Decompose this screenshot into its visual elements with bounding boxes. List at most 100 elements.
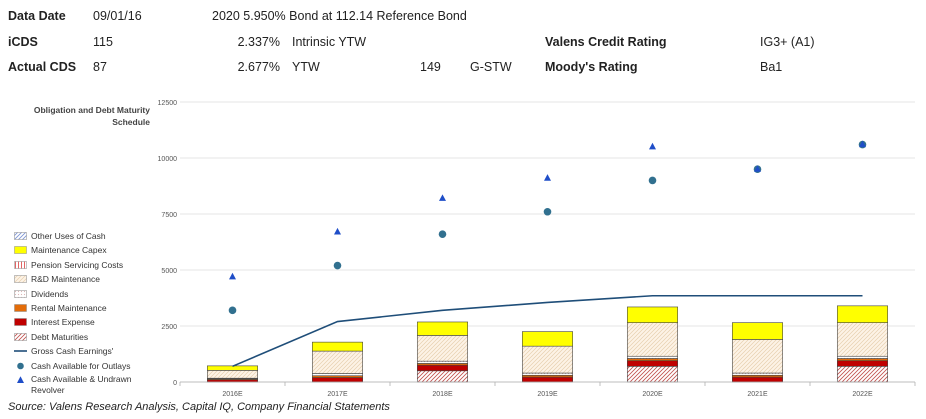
- ytw-label: YTW: [292, 60, 320, 74]
- legend-swatch: [14, 246, 27, 255]
- chart-title: Obligation and Debt Maturity Schedule: [33, 105, 150, 127]
- bar-segment: [521, 376, 573, 383]
- bar-segment: [521, 331, 573, 347]
- intrinsic-ytw-label: Intrinsic YTW: [292, 35, 367, 49]
- intrinsic-ytw-value: 2.337%: [237, 35, 280, 49]
- legend-swatch: [14, 275, 27, 283]
- bar-segment: [836, 322, 888, 357]
- x-tick-label: 2018E: [432, 391, 453, 398]
- legend-swatch: [14, 304, 27, 312]
- moodys-rating-value: Ba1: [760, 60, 783, 74]
- bar-segment: [836, 358, 888, 362]
- bar-segment: [416, 370, 468, 383]
- legend-label: Other Uses of Cash: [31, 231, 106, 241]
- bar-segment: [731, 339, 783, 374]
- y-tick-label: 5000: [161, 268, 177, 275]
- cash-available-point: [228, 306, 237, 315]
- legend-label: R&D Maintenance: [31, 274, 100, 285]
- icds-label: iCDS: [8, 35, 38, 49]
- cash-available-point: [648, 176, 657, 185]
- legend-item: Other Uses of Cash: [14, 229, 164, 243]
- legend-swatch: [14, 376, 27, 384]
- legend-swatch: [14, 289, 27, 298]
- legend-label: Gross Cash Earnings': [31, 346, 114, 357]
- bar-segment: [311, 350, 363, 374]
- legend-label: Cash Available & Undrawn Revolver: [31, 373, 132, 395]
- legend-swatch: [14, 347, 27, 355]
- gstw-label: G-STW: [470, 60, 512, 74]
- bar-segment: [416, 321, 468, 336]
- bar-segment: [311, 341, 363, 352]
- gstw-value: 149: [420, 60, 441, 74]
- x-tick-label: 2016E: [222, 391, 243, 398]
- legend-label: Pension Servicing Costs: [31, 259, 124, 270]
- cash-available-point: [333, 261, 342, 270]
- y-tick-label: 12500: [158, 100, 178, 107]
- y-tick-label: 0: [173, 380, 177, 387]
- bar-segment: [626, 355, 678, 359]
- revolver-point: [544, 174, 551, 181]
- x-tick-label: 2020E: [642, 391, 663, 398]
- legend-item: Rental Maintenance: [14, 301, 164, 315]
- revolver-point: [334, 227, 341, 235]
- bar-segment: [311, 377, 363, 383]
- bar-segment: [836, 360, 888, 367]
- bar-segment: [731, 322, 783, 340]
- x-tick-label: 2021E: [747, 391, 768, 398]
- bar-segment: [731, 372, 783, 376]
- bar-segment: [626, 306, 678, 323]
- data-date-label: Data Date: [8, 9, 66, 23]
- legend-item: Maintenance Capex: [14, 243, 164, 257]
- legend-item: Debt Maturities: [14, 330, 164, 344]
- y-tick-label: 10000: [158, 156, 178, 163]
- bar-segment: [731, 376, 783, 383]
- bar-segment: [836, 305, 888, 323]
- y-tick-label: 2500: [161, 324, 177, 331]
- legend-label: Dividends: [31, 288, 69, 299]
- moodys-rating-label: Moody's Rating: [545, 60, 638, 74]
- legend-item: Interest Expense: [14, 315, 164, 329]
- legend-item: Cash Available for Outlays: [14, 359, 164, 373]
- y-tick-label: 7500: [161, 212, 177, 219]
- legend-item: Dividends: [14, 287, 164, 301]
- legend-item: Cash Available & Undrawn Revolver: [14, 373, 164, 395]
- legend-item: Pension Servicing Costs: [14, 258, 164, 272]
- legend-label: Debt Maturities: [31, 331, 89, 342]
- bar-segment: [626, 366, 678, 383]
- ytw-value: 2.677%: [237, 60, 280, 74]
- legend-swatch: [14, 362, 27, 370]
- legend-swatch: [14, 261, 27, 269]
- legend-swatch: [14, 318, 27, 327]
- legend-swatch: [14, 332, 27, 341]
- bar-segment: [521, 372, 573, 376]
- cash-available-point: [438, 230, 447, 238]
- revolver-point: [859, 140, 866, 148]
- legend-label: Maintenance Capex: [31, 245, 107, 256]
- bar-segment: [416, 335, 468, 362]
- legend-item: Gross Cash Earnings': [14, 344, 164, 358]
- x-tick-label: 2019E: [537, 391, 558, 398]
- actual-cds-label: Actual CDS: [8, 60, 77, 74]
- chart-legend: Other Uses of Cash Maintenance Capex Pensi…: [14, 229, 164, 395]
- valens-rating-value: IG3+ (A1): [760, 35, 815, 49]
- bar-segment: [207, 370, 259, 379]
- revolver-point: [439, 194, 446, 201]
- revolver-point: [754, 165, 761, 172]
- cash-available-point: [543, 207, 552, 216]
- reference-bond: 2020 5.950% Bond at 112.14 Reference Bon…: [212, 9, 467, 23]
- source-note: Source: Valens Research Analysis, Capita…: [8, 401, 390, 413]
- revolver-point: [229, 272, 236, 280]
- data-date-value: 09/01/16: [93, 9, 142, 23]
- legend-swatch: [14, 232, 27, 240]
- bar-segment: [626, 360, 678, 367]
- bar-segment: [207, 365, 259, 371]
- valens-rating-label: Valens Credit Rating: [545, 35, 667, 49]
- bar-segment: [521, 345, 573, 374]
- icds-value: 115: [93, 35, 113, 49]
- bar-segment: [416, 364, 468, 372]
- bar-segment: [626, 322, 678, 357]
- legend-label: Cash Available for Outlays: [31, 360, 131, 371]
- legend-label: Rental Maintenance: [31, 302, 107, 313]
- gross-cash-earnings-line: [232, 294, 863, 368]
